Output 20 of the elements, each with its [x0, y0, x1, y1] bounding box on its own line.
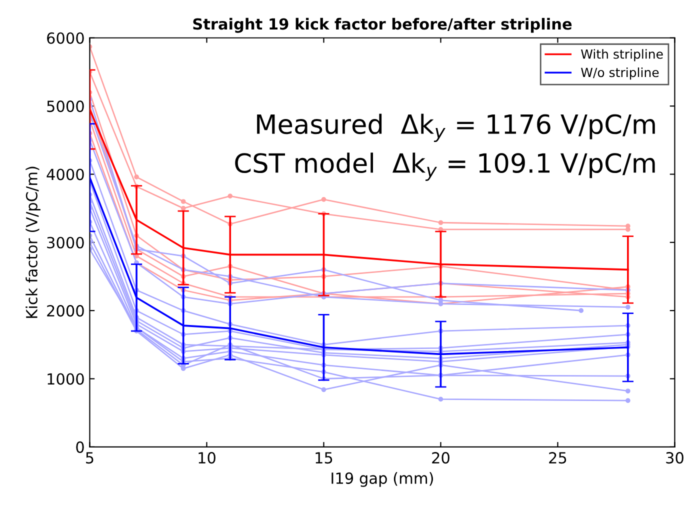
y-tick-label: 6000 — [47, 32, 84, 44]
x-tick-label: 30 — [666, 452, 684, 464]
x-axis-title: I19 gap (mm) — [332, 472, 433, 487]
x-tick-label: 15 — [316, 452, 332, 464]
x-tick-label: 25 — [549, 452, 566, 464]
annotation: Measured Δk$_{y}$ = 1176 V/pC/m — [257, 114, 655, 142]
legend-label: W/o stripline — [581, 67, 659, 80]
y-tick-label: 0 — [76, 441, 84, 453]
y-tick-label: 5000 — [47, 100, 84, 112]
x-tick-label: 5 — [86, 452, 94, 464]
y-tick-label: 2000 — [47, 305, 84, 317]
legend-label: With stripline — [581, 49, 663, 62]
y-axis-title: Kick factor (V/pC/m) — [26, 166, 40, 318]
y-tick-label: 4000 — [46, 168, 84, 180]
annotation: CST model Δk$_{y}$ = 109.1 V/pC/m — [235, 152, 655, 181]
x-tick-label: 10 — [198, 452, 216, 464]
y-tick-label: 1000 — [48, 373, 84, 385]
y-tick-label: 3000 — [47, 236, 84, 248]
chart-title: Straight 19 kick factor before/after stripline — [193, 18, 572, 33]
x-tick-label: 20 — [432, 452, 450, 464]
